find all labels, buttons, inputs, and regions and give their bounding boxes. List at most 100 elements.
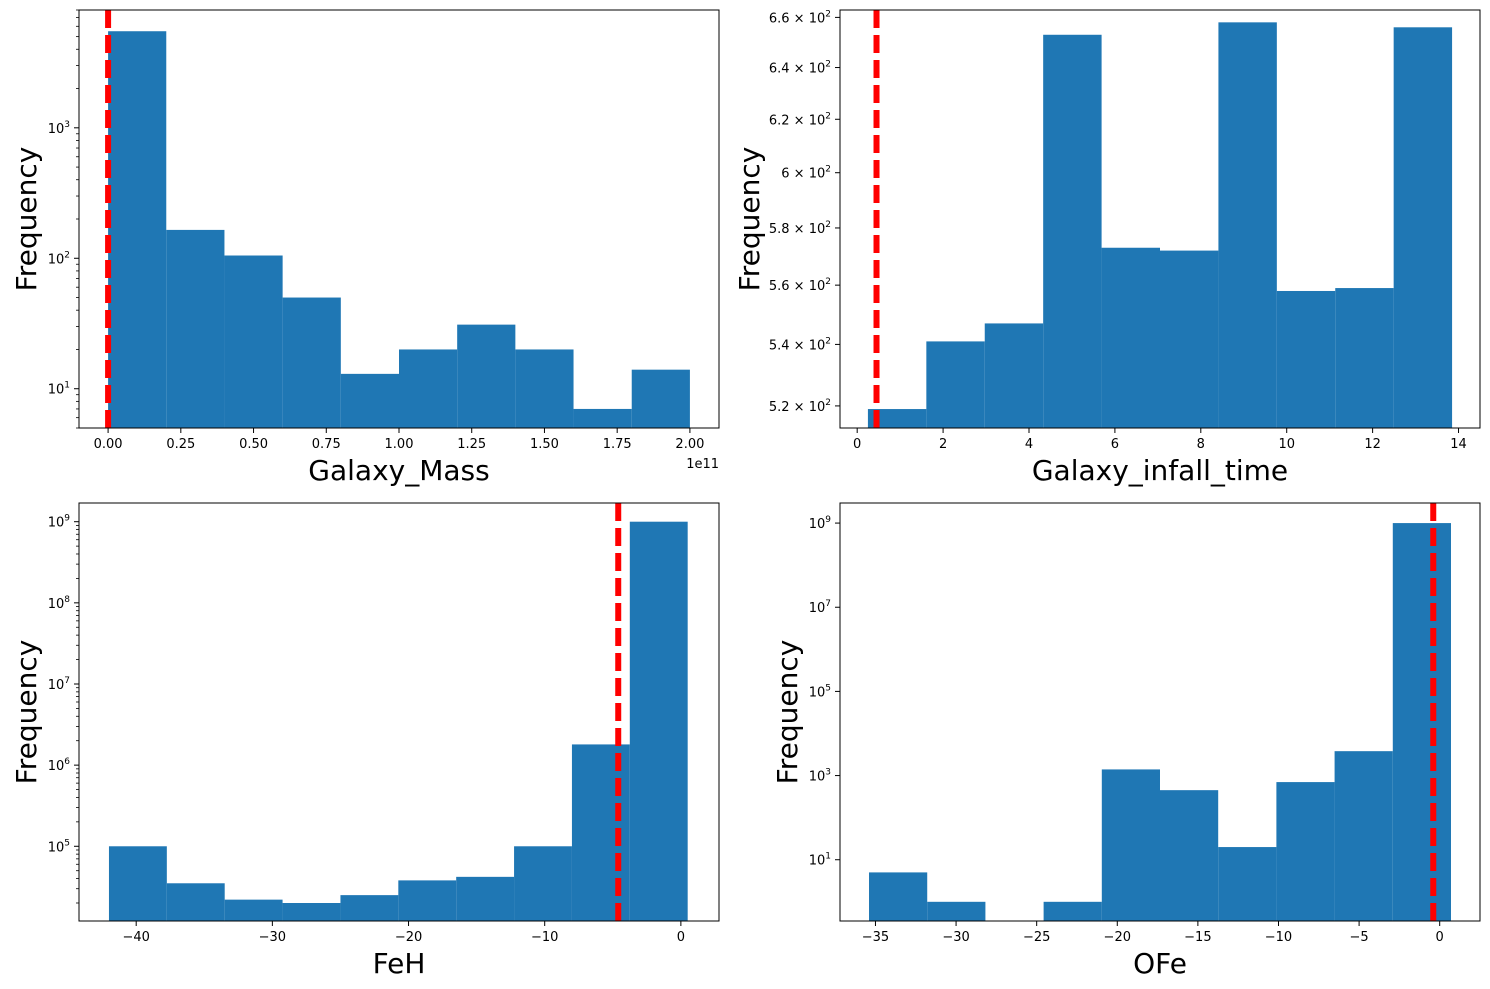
y-tick-label: 109 xyxy=(809,515,832,532)
histogram-bar xyxy=(224,899,283,921)
x-axis: −40 −30 −20 −10 0 xyxy=(122,921,685,945)
x-axis: −35 −30 −25 −20 −15 −10 −5 0 xyxy=(862,921,1444,945)
histogram-bar xyxy=(1218,847,1277,921)
histogram-bar xyxy=(1276,782,1335,921)
x-tick-label: 0.75 xyxy=(312,437,341,452)
x-axis-label: Galaxy_Mass xyxy=(308,454,489,487)
y-tick-label: 6.6 × 102 xyxy=(769,9,831,26)
x-tick-label: 0 xyxy=(853,437,861,452)
histogram-bar xyxy=(926,341,985,428)
x-tick-label: 1.00 xyxy=(385,437,414,452)
y-tick-label: 103 xyxy=(809,768,831,785)
histogram-bar xyxy=(166,883,225,921)
y-tick-label: 6 × 102 xyxy=(781,165,831,182)
y-axis: 101 103 105 107 109 xyxy=(809,515,840,869)
x-tick-label: 0.50 xyxy=(239,437,268,452)
x-tick-label: 6 xyxy=(1111,437,1119,452)
histogram-bars xyxy=(108,521,688,921)
histogram-bar xyxy=(399,349,458,428)
x-tick-label: 14 xyxy=(1450,437,1467,452)
histogram-bar xyxy=(514,846,572,921)
x-tick-label: −30 xyxy=(259,930,286,945)
x-tick-label: 8 xyxy=(1197,437,1205,452)
histogram-bar xyxy=(629,521,688,921)
x-axis: 0 2 4 6 8 10 12 14 xyxy=(853,428,1467,452)
y-tick-label: 5.6 × 102 xyxy=(769,277,831,294)
y-tick-label: 106 xyxy=(48,757,71,774)
y-tick-label: 5.8 × 102 xyxy=(769,220,831,237)
histogram-bar xyxy=(398,880,457,921)
histogram-bars xyxy=(867,22,1453,429)
histogram-bar xyxy=(869,872,928,921)
histogram-bar xyxy=(108,31,167,428)
x-tick-label: 1.50 xyxy=(530,437,559,452)
subplot-galaxy-mass: 0.00 0.25 0.50 0.75 1.00 1.25 1.50 1.75 2.001011… xyxy=(10,9,720,487)
x-tick-label: 4 xyxy=(1025,437,1033,452)
histogram-bar xyxy=(340,895,399,921)
histogram-bar xyxy=(282,903,341,921)
y-axis: 105 106 107 108 109 xyxy=(48,514,79,904)
y-axis: 101 102 103 xyxy=(48,9,79,429)
histogram-bar xyxy=(1218,22,1277,429)
x-tick-label: −40 xyxy=(122,930,149,945)
x-tick-label: −20 xyxy=(395,930,422,945)
histogram-bar xyxy=(984,323,1044,428)
y-axis-label: Frequency xyxy=(10,640,43,785)
y-tick-label: 107 xyxy=(809,599,831,616)
x-tick-label: −25 xyxy=(1023,930,1050,945)
axes-frame xyxy=(78,502,720,922)
y-tick-label: 105 xyxy=(48,838,70,855)
x-tick-label: 1.75 xyxy=(603,437,632,452)
x-tick-label: 2.00 xyxy=(675,437,704,452)
histogram-bar xyxy=(340,373,399,428)
x-axis: 0.00 0.25 0.50 0.75 1.00 1.25 1.50 1.75 2.00 xyxy=(94,428,704,452)
y-axis-label: Frequency xyxy=(10,147,43,292)
x-tick-label: 0 xyxy=(1436,930,1444,945)
axes-frame xyxy=(839,502,1481,922)
x-axis-label: OFe xyxy=(1133,947,1187,980)
histogram-bar xyxy=(166,229,225,428)
y-tick-label: 108 xyxy=(48,595,71,612)
histogram-bar xyxy=(1334,751,1393,921)
x-tick-label: 2 xyxy=(939,437,947,452)
y-tick-label: 5.2 × 102 xyxy=(769,398,831,415)
histogram-bar xyxy=(282,297,341,428)
x-tick-label: 10 xyxy=(1278,437,1295,452)
histogram-bar xyxy=(1043,901,1102,921)
x-axis-label: Galaxy_infall_time xyxy=(1032,454,1288,487)
histogram-bar xyxy=(573,408,632,428)
y-tick-label: 101 xyxy=(809,852,831,869)
x-axis-label: FeH xyxy=(373,947,426,980)
y-tick-label: 105 xyxy=(809,683,831,700)
x-tick-label: −10 xyxy=(531,930,558,945)
histogram-bar xyxy=(1160,250,1219,428)
y-axis-label: Frequency xyxy=(771,640,804,785)
x-tick-label: −35 xyxy=(862,930,889,945)
y-tick-label: 109 xyxy=(48,514,71,531)
x-tick-label: −20 xyxy=(1104,930,1131,945)
histogram-bar xyxy=(224,255,283,428)
histogram-bar xyxy=(1392,523,1451,921)
histogram-bar xyxy=(927,901,986,921)
histogram-bar xyxy=(1393,27,1453,429)
y-axis: 5.2 × 102 5.4 × 102 5.6 × 102 5.8 × 102 6 × … xyxy=(769,9,840,415)
y-tick-label: 5.4 × 102 xyxy=(769,336,831,353)
histogram-bars xyxy=(108,31,690,428)
histogram-bar xyxy=(515,349,574,428)
x-tick-label: −10 xyxy=(1265,930,1292,945)
x-offset-label: 1e11 xyxy=(686,457,719,472)
histogram-bar xyxy=(1101,247,1160,428)
y-tick-label: 6.2 × 102 xyxy=(769,111,831,128)
y-axis-label: Frequency xyxy=(733,147,766,292)
subplot-feh: −40 −30 −20 −10 0 105 106 107 108 109 FeH Frequency xyxy=(10,502,720,980)
subplot-ofe: −35 −30 −25 −20 −15 −10 −5 0 101 103 105 107 109 OFe F… xyxy=(771,502,1481,980)
histogram-bar xyxy=(631,369,690,428)
y-tick-label: 102 xyxy=(48,250,70,267)
y-tick-label: 107 xyxy=(48,676,70,693)
x-tick-label: 1.25 xyxy=(457,437,486,452)
x-tick-label: −5 xyxy=(1350,930,1369,945)
x-tick-label: 0.00 xyxy=(94,437,123,452)
histogram-bar xyxy=(1101,769,1160,921)
x-tick-label: 0 xyxy=(677,930,685,945)
